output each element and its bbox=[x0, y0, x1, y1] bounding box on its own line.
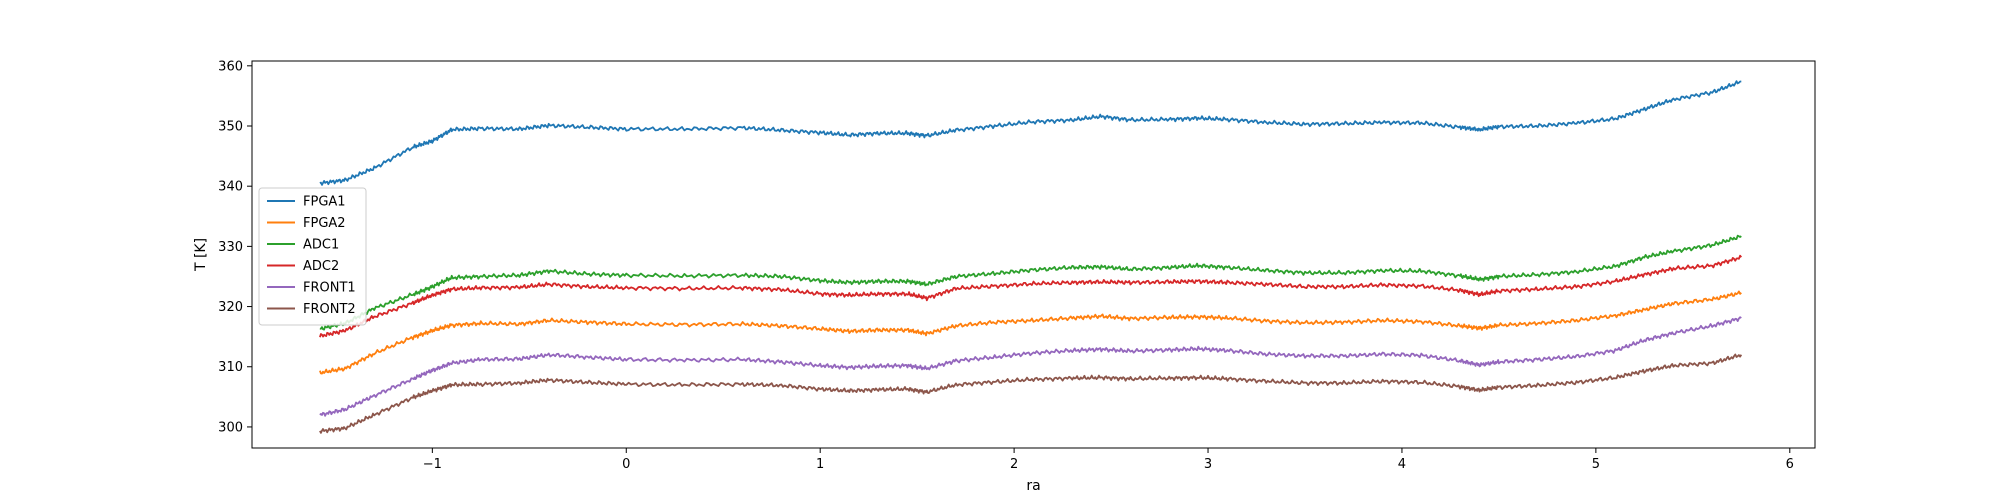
y-tick-label: 340 bbox=[218, 180, 243, 195]
y-tick-label: 330 bbox=[218, 240, 243, 255]
x-tick-label: 2 bbox=[1010, 457, 1018, 472]
legend-label: FRONT1 bbox=[303, 281, 356, 296]
x-tick-label: −1 bbox=[423, 457, 442, 472]
legend: FPGA1 FPGA2 ADC1 ADC2 FRONT1 FRONT2 bbox=[258, 187, 367, 326]
x-tick-label: 0 bbox=[622, 457, 630, 472]
y-tick-label: 360 bbox=[218, 59, 243, 74]
legend-label: ADC1 bbox=[303, 238, 339, 253]
series-line-front1 bbox=[319, 316, 1742, 417]
legend-label: ADC2 bbox=[303, 259, 339, 274]
x-axis-label: ra bbox=[1026, 478, 1040, 494]
x-tick-label: 5 bbox=[1592, 457, 1600, 472]
x-tick-label: 1 bbox=[816, 457, 824, 472]
series-line-fpga2 bbox=[319, 290, 1742, 375]
y-tick-label: 350 bbox=[218, 120, 243, 135]
y-tick-label: 300 bbox=[218, 420, 243, 435]
y-tick-label: 310 bbox=[218, 360, 243, 375]
y-tick-label: 320 bbox=[218, 300, 243, 315]
legend-label: FPGA1 bbox=[303, 195, 346, 210]
series-line-fpga1 bbox=[319, 80, 1742, 186]
plot-area-frame bbox=[251, 60, 1816, 449]
legend-label: FRONT2 bbox=[303, 302, 356, 317]
y-axis-label: T [K] bbox=[193, 238, 209, 272]
series-line-adc1 bbox=[319, 234, 1742, 331]
y-axis: 300 310 320 330 340 350 360 bbox=[218, 59, 252, 435]
x-tick-label: 3 bbox=[1204, 457, 1212, 472]
x-tick-label: 6 bbox=[1786, 457, 1794, 472]
series-layer bbox=[319, 80, 1743, 434]
series-line-adc2 bbox=[319, 254, 1743, 338]
series-line-front2 bbox=[319, 353, 1743, 434]
x-tick-label: 4 bbox=[1398, 457, 1406, 472]
legend-label: FPGA2 bbox=[303, 216, 346, 231]
x-axis: −1 0 1 2 3 4 5 6 bbox=[423, 448, 1794, 472]
